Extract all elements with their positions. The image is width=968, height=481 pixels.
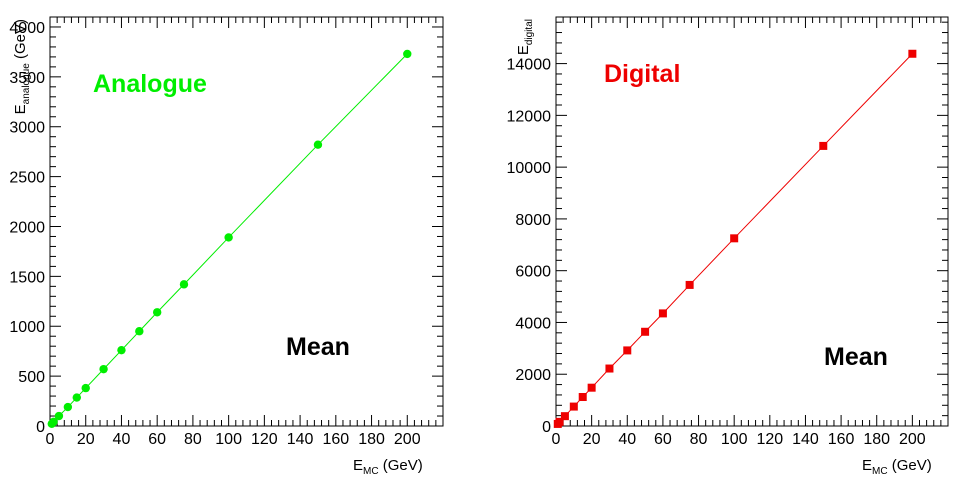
data-point: [685, 280, 694, 289]
data-point: [135, 327, 144, 336]
x-axis-title: EMC (GeV): [862, 457, 932, 477]
x-axis-title-unit: (GeV): [379, 457, 423, 474]
data-point: [730, 234, 739, 243]
y-tick-label: 500: [18, 369, 45, 386]
x-axis-title-sub: MC: [363, 466, 379, 477]
data-point: [641, 327, 650, 336]
data-point: [72, 393, 81, 402]
data-point: [224, 233, 233, 242]
panel-label: Digital: [604, 60, 680, 88]
x-tick-label: 160: [322, 431, 349, 448]
y-axis-title: Edigital: [515, 19, 535, 55]
x-tick-label: 160: [828, 431, 855, 448]
plot-frame: [555, 16, 949, 427]
data-point: [819, 141, 828, 150]
y-tick-label: 2500: [9, 170, 45, 187]
y-tick-label: 3500: [9, 70, 45, 87]
y-axis-title-main: E: [12, 104, 29, 114]
x-axis-title-sub: MC: [872, 466, 888, 477]
x-tick-label: 100: [721, 431, 748, 448]
y-tick-label: 2000: [9, 219, 45, 236]
data-point: [623, 346, 632, 355]
data-point: [555, 417, 564, 426]
data-point: [99, 364, 108, 374]
x-tick-label: 0: [46, 431, 55, 448]
y-tick-label: 6000: [515, 264, 551, 281]
chart-panel-2: 0 20 40 60 80 100 120 140 160 180 2000200040006000…: [507, 16, 949, 477]
x-tick-label: 80: [184, 431, 202, 448]
data-point: [605, 364, 614, 373]
y-tick-label: 10000: [507, 160, 552, 177]
x-tick-label: 140: [792, 431, 819, 448]
data-point: [179, 280, 189, 289]
chart-panel-1: 0 20 40 60 80 100 120 140 160 180 2000500100015002…: [9, 16, 444, 477]
data-point: [560, 412, 569, 421]
data-point: [403, 49, 412, 59]
data-point: [49, 417, 58, 427]
x-tick-label: 60: [148, 431, 166, 448]
y-tick-label: 12000: [507, 108, 552, 125]
x-tick-label: 40: [618, 431, 636, 448]
x-tick-label: 120: [251, 431, 278, 448]
x-tick-label: 180: [863, 431, 890, 448]
panel-label: Analogue: [93, 70, 207, 98]
data-point: [152, 308, 162, 317]
data-point: [908, 49, 917, 58]
y-tick-label: 3000: [9, 120, 45, 137]
data-point: [658, 309, 667, 318]
y-axis-title-unit: (GeV): [12, 19, 29, 63]
x-tick-label: 20: [77, 431, 95, 448]
plot-frame: [49, 16, 444, 427]
y-axis-title-main: E: [515, 45, 532, 55]
y-tick-label: 8000: [515, 212, 551, 229]
x-tick-label: 180: [358, 431, 385, 448]
x-tick-label: 100: [215, 431, 242, 448]
x-axis-title: EMC (GeV): [353, 457, 423, 477]
x-tick-label: 200: [899, 431, 926, 448]
y-tick-label: 14000: [507, 57, 552, 74]
data-point: [54, 411, 64, 421]
y-tick-label: 1500: [9, 269, 45, 286]
x-tick-label: 20: [583, 431, 601, 448]
x-tick-label: 60: [654, 431, 672, 448]
x-tick-label: 40: [113, 431, 131, 448]
y-tick-label: 2000: [515, 367, 551, 384]
data-point: [63, 402, 73, 412]
x-axis-title-unit: (GeV): [888, 457, 932, 474]
data-point: [117, 345, 126, 355]
y-tick-label: 4000: [9, 20, 45, 37]
y-axis-title-sub: digital: [524, 19, 535, 45]
y-tick-label: 0: [36, 419, 45, 436]
x-tick-label: 140: [287, 431, 314, 448]
x-axis-title-main: E: [862, 457, 872, 474]
data-point: [81, 383, 90, 393]
x-axis-title-main: E: [353, 457, 363, 474]
mean-annotation: Mean: [824, 343, 888, 371]
data-point: [313, 140, 323, 149]
y-axis-title-sub: analogue: [21, 63, 32, 105]
y-tick-label: 4000: [515, 315, 551, 332]
x-tick-label: 0: [552, 431, 561, 448]
y-tick-label: 0: [542, 419, 551, 436]
x-tick-label: 200: [394, 431, 421, 448]
y-axis-title: Eanalogue (GeV): [12, 19, 32, 114]
x-tick-label: 120: [756, 431, 783, 448]
x-tick-label: 80: [690, 431, 708, 448]
y-tick-label: 1000: [9, 319, 45, 336]
data-point: [578, 393, 587, 402]
data-point: [569, 402, 578, 411]
data-point: [587, 383, 596, 392]
mean-annotation: Mean: [286, 333, 350, 361]
